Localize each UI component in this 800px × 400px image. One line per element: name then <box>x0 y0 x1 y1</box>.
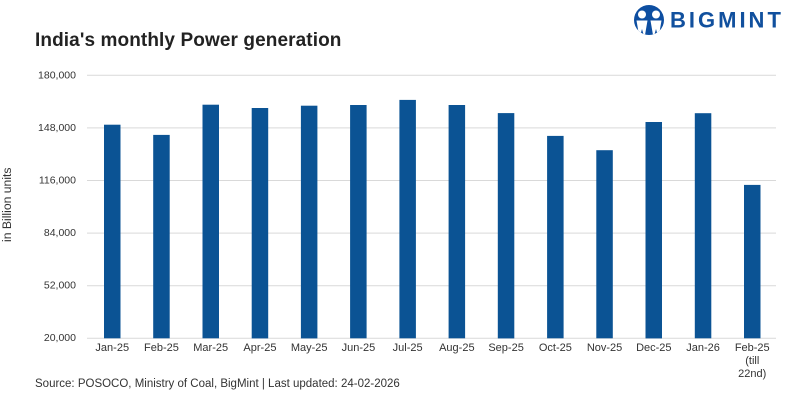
svg-text:116,000: 116,000 <box>39 175 76 187</box>
svg-text:148,000: 148,000 <box>38 122 76 134</box>
svg-text:52,000: 52,000 <box>44 280 76 292</box>
svg-text:Jun-25: Jun-25 <box>342 342 376 354</box>
svg-text:Oct-25: Oct-25 <box>539 342 572 354</box>
svg-text:20,000: 20,000 <box>44 332 76 344</box>
svg-text:Aug-25: Aug-25 <box>439 342 474 354</box>
svg-text:22nd): 22nd) <box>738 368 766 380</box>
svg-text:Apr-25: Apr-25 <box>243 342 276 354</box>
svg-text:Nov-25: Nov-25 <box>587 342 622 354</box>
svg-text:Mar-25: Mar-25 <box>193 342 228 354</box>
svg-text:Feb-25: Feb-25 <box>144 342 179 354</box>
svg-text:Feb-25: Feb-25 <box>735 342 770 354</box>
svg-text:Jul-25: Jul-25 <box>393 342 423 354</box>
svg-text:Dec-25: Dec-25 <box>636 342 671 354</box>
svg-text:Jan-25: Jan-25 <box>95 342 129 354</box>
svg-text:Sep-25: Sep-25 <box>488 342 523 354</box>
svg-text:Jan-26: Jan-26 <box>686 342 720 354</box>
svg-text:(till: (till <box>745 355 759 367</box>
svg-text:180,000: 180,000 <box>38 70 76 82</box>
svg-text:May-25: May-25 <box>291 342 328 354</box>
svg-text:84,000: 84,000 <box>44 227 76 239</box>
